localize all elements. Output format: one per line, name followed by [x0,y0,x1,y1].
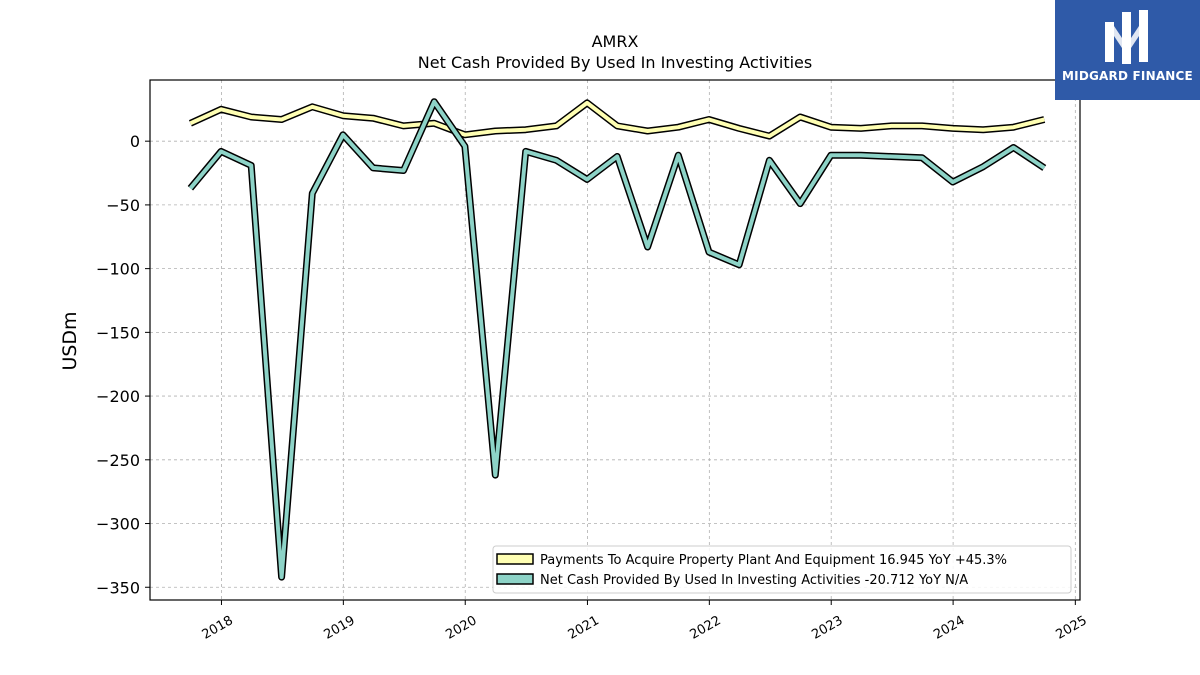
legend-swatch [496,553,534,565]
midgard-m-logo-icon [1105,10,1148,64]
y-tick-label: −100 [96,260,140,279]
chart-subtitle: Net Cash Provided By Used In Investing A… [418,53,812,72]
y-tick-label: 0 [130,132,140,151]
y-tick-label: −250 [96,451,140,470]
series-line [188,99,1046,580]
x-tick-label: 2024 [931,613,967,643]
x-tick-label: 2019 [322,613,358,643]
y-tick-label: −50 [106,196,140,215]
series-outline [187,98,1047,581]
x-tick-label: 2025 [1053,613,1089,643]
series-line [189,100,1045,139]
legend-label: Payments To Acquire Property Plant And E… [540,553,1007,568]
x-axis-ticks: 2018 2019 2020 2021 2022 2023 2024 2025 [200,600,1090,643]
legend: Payments To Acquire Property Plant And E… [492,545,1072,594]
series-layer [187,98,1047,581]
x-tick-label: 2023 [809,613,845,643]
brand-name: MIDGARD FINANCE [1062,69,1193,83]
legend-box [492,545,1072,594]
chart-title: AMRX [592,32,639,51]
brand-logo: MIDGARD FINANCE [1055,0,1200,100]
x-tick-label: 2018 [200,613,236,643]
plot-frame [149,79,1081,601]
legend-label: Net Cash Provided By Used In Investing A… [540,573,968,588]
y-axis-ticks: 0 −50 −100 −150 −200 −250 −300 −350 [96,132,150,597]
y-tick-label: −350 [96,578,140,597]
legend-swatch [496,573,534,585]
y-tick-label: −150 [96,323,140,342]
x-tick-label: 2020 [443,613,479,643]
y-tick-label: −200 [96,387,140,406]
y-axis-label: USDm [59,311,81,370]
x-tick-label: 2022 [688,613,724,643]
y-tick-label: −300 [96,515,140,534]
x-tick-label: 2021 [566,613,602,643]
